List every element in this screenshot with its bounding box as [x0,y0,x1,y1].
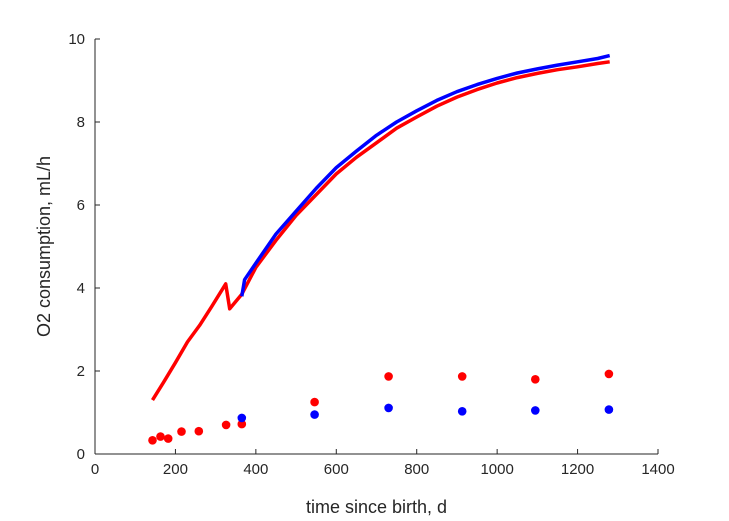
data-point [237,413,247,423]
series-line-1 [240,53,611,297]
x-axis-label: time since birth, d [306,497,447,517]
axes: 0 200 400 600 800 1000 1200 1400 0 2 4 6 8 10 [68,31,674,478]
data-point [384,403,393,413]
y-tick-label: 0 [77,446,85,463]
data-point [156,432,165,441]
x-tick-label: 400 [243,461,268,478]
data-point [457,407,467,416]
x-tick-label: 1000 [480,461,513,478]
data-point [310,410,319,419]
x-tick-label: 200 [163,461,188,478]
y-tick-label: 8 [77,114,85,131]
x-tick-label: 800 [404,461,429,478]
x-tick-label: 0 [91,461,99,478]
data-point [604,369,614,379]
x-tick-label: 600 [324,461,349,478]
y-tick-label: 4 [77,280,85,297]
data-point [148,436,157,445]
data-point [194,426,204,436]
x-tick-label: 1200 [561,461,594,478]
x-tick-label: 1400 [641,461,674,478]
data-point [457,372,467,381]
series-layer [148,53,614,445]
data-point [604,405,614,414]
data-point [531,375,540,384]
data-point [531,406,540,415]
data-point [237,419,247,429]
data-point [177,427,186,436]
data-point [384,372,393,381]
y-tick-label: 10 [68,31,85,48]
data-point [310,397,319,407]
y-axis-label: O2 consumption, mL/h [34,156,54,337]
data-point [221,420,231,430]
y-tick-label: 6 [77,197,85,214]
data-point [163,434,173,443]
y-tick-label: 2 [77,363,85,380]
series-line-0 [151,60,610,402]
